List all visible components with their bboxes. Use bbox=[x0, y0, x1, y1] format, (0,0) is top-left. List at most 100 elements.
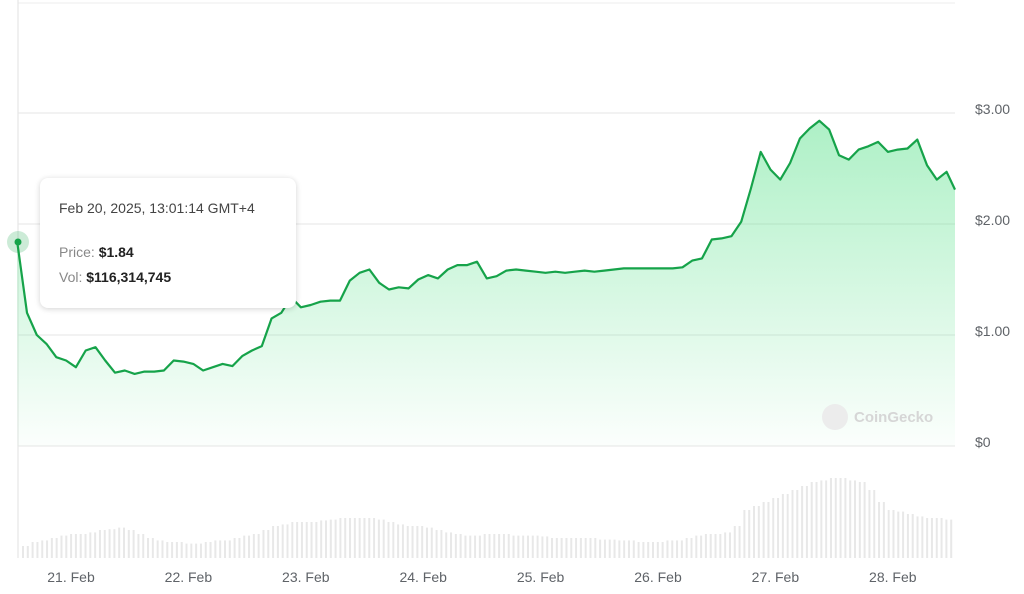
volume-bar bbox=[839, 478, 842, 558]
volume-bar bbox=[41, 540, 44, 558]
volume-bar bbox=[560, 538, 563, 558]
volume-bar bbox=[122, 527, 125, 558]
volume-bar bbox=[349, 518, 352, 558]
volume-bar bbox=[137, 534, 140, 558]
volume-bar bbox=[854, 480, 857, 558]
volume-bar bbox=[551, 538, 554, 558]
volume-bar bbox=[599, 539, 602, 558]
volume-bar bbox=[584, 538, 587, 558]
volume-bar bbox=[175, 542, 178, 558]
chart-tooltip: Feb 20, 2025, 13:01:14 GMT+4 Price: $1.8… bbox=[40, 178, 296, 308]
y-tick-label: $0 bbox=[975, 434, 991, 450]
volume-bar bbox=[661, 542, 664, 558]
volume-bar bbox=[772, 498, 775, 558]
volume-bar bbox=[142, 534, 145, 558]
volume-bar bbox=[252, 534, 255, 558]
volume-bar bbox=[834, 478, 837, 558]
volume-bar bbox=[459, 534, 462, 558]
volume-bar bbox=[454, 534, 457, 558]
volume-bar bbox=[844, 478, 847, 558]
volume-bar bbox=[171, 542, 174, 558]
volume-bar bbox=[334, 519, 337, 558]
volume-bar bbox=[310, 522, 313, 558]
volume-bar bbox=[613, 539, 616, 558]
volume-bar bbox=[108, 529, 111, 558]
volume-bar bbox=[594, 538, 597, 558]
volume-bar bbox=[474, 535, 477, 558]
volume-bar bbox=[498, 534, 501, 558]
volume-bar bbox=[728, 532, 731, 558]
hover-marker[interactable] bbox=[14, 238, 22, 246]
volume-bar bbox=[623, 540, 626, 558]
tooltip-price: Price: $1.84 bbox=[59, 244, 134, 260]
volume-bar bbox=[257, 534, 260, 558]
volume-bar bbox=[911, 514, 914, 558]
volume-bar bbox=[805, 486, 808, 558]
volume-bar bbox=[579, 538, 582, 558]
volume-bar bbox=[435, 530, 438, 558]
price-area bbox=[17, 120, 956, 447]
x-tick-label: 26. Feb bbox=[634, 569, 682, 585]
volume-bar bbox=[671, 540, 674, 558]
volume-bar bbox=[132, 530, 135, 558]
volume-bar bbox=[228, 540, 231, 558]
volume-bar bbox=[714, 534, 717, 558]
x-tick-label: 27. Feb bbox=[752, 569, 800, 585]
volume-bar bbox=[950, 519, 953, 558]
volume-bar bbox=[656, 542, 659, 558]
volume-bar bbox=[565, 538, 568, 558]
volume-bar bbox=[858, 482, 861, 558]
volume-bar bbox=[618, 540, 621, 558]
volume-bar bbox=[512, 535, 515, 558]
volume-bar bbox=[387, 522, 390, 558]
volume-bar bbox=[627, 540, 630, 558]
volume-bar bbox=[825, 480, 828, 558]
volume-bar bbox=[704, 534, 707, 558]
volume-bar bbox=[878, 502, 881, 558]
volume-bar bbox=[377, 519, 380, 558]
volume-bar bbox=[541, 536, 544, 558]
volume-bar bbox=[863, 482, 866, 558]
volume-bar bbox=[36, 542, 39, 558]
volume-bar bbox=[637, 542, 640, 558]
volume-bar bbox=[46, 540, 49, 558]
volume-bar bbox=[430, 527, 433, 558]
volume-bar bbox=[608, 539, 611, 558]
volume-bar bbox=[680, 540, 683, 558]
volume-bar bbox=[103, 530, 106, 558]
volume-bar bbox=[690, 538, 693, 558]
volume-bar bbox=[603, 539, 606, 558]
x-tick-label: 23. Feb bbox=[282, 569, 330, 585]
volume-bar bbox=[286, 524, 289, 558]
volume-bar bbox=[296, 522, 299, 558]
volume-bar bbox=[392, 522, 395, 558]
volume-bar bbox=[147, 538, 150, 558]
volume-bar bbox=[50, 538, 53, 558]
volume-bar bbox=[493, 534, 496, 558]
volume-bar bbox=[445, 532, 448, 558]
volume-bar bbox=[887, 510, 890, 558]
volume-bar bbox=[358, 518, 361, 558]
volume-bar bbox=[233, 538, 236, 558]
volume-bar bbox=[373, 518, 376, 558]
volume-bar bbox=[829, 478, 832, 558]
volume-bar bbox=[440, 530, 443, 558]
volume-bar bbox=[868, 490, 871, 558]
volume-bar bbox=[632, 540, 635, 558]
volume-bar bbox=[791, 490, 794, 558]
x-tick-label: 22. Feb bbox=[165, 569, 213, 585]
volume-bar bbox=[781, 494, 784, 558]
volume-bar bbox=[243, 535, 246, 558]
volume-bar bbox=[291, 522, 294, 558]
volume-bar bbox=[320, 520, 323, 558]
volume-bar bbox=[892, 510, 895, 558]
volume-bar bbox=[575, 538, 578, 558]
y-tick-label: $1.00 bbox=[975, 323, 1010, 339]
volume-bar bbox=[180, 542, 183, 558]
tooltip-volume: Vol: $116,314,745 bbox=[59, 269, 171, 285]
tooltip-vol-label: Vol: bbox=[59, 269, 83, 285]
volume-bar bbox=[536, 535, 539, 558]
volume-bar bbox=[469, 535, 472, 558]
volume-bar bbox=[421, 526, 424, 558]
volume-bar bbox=[219, 540, 222, 558]
